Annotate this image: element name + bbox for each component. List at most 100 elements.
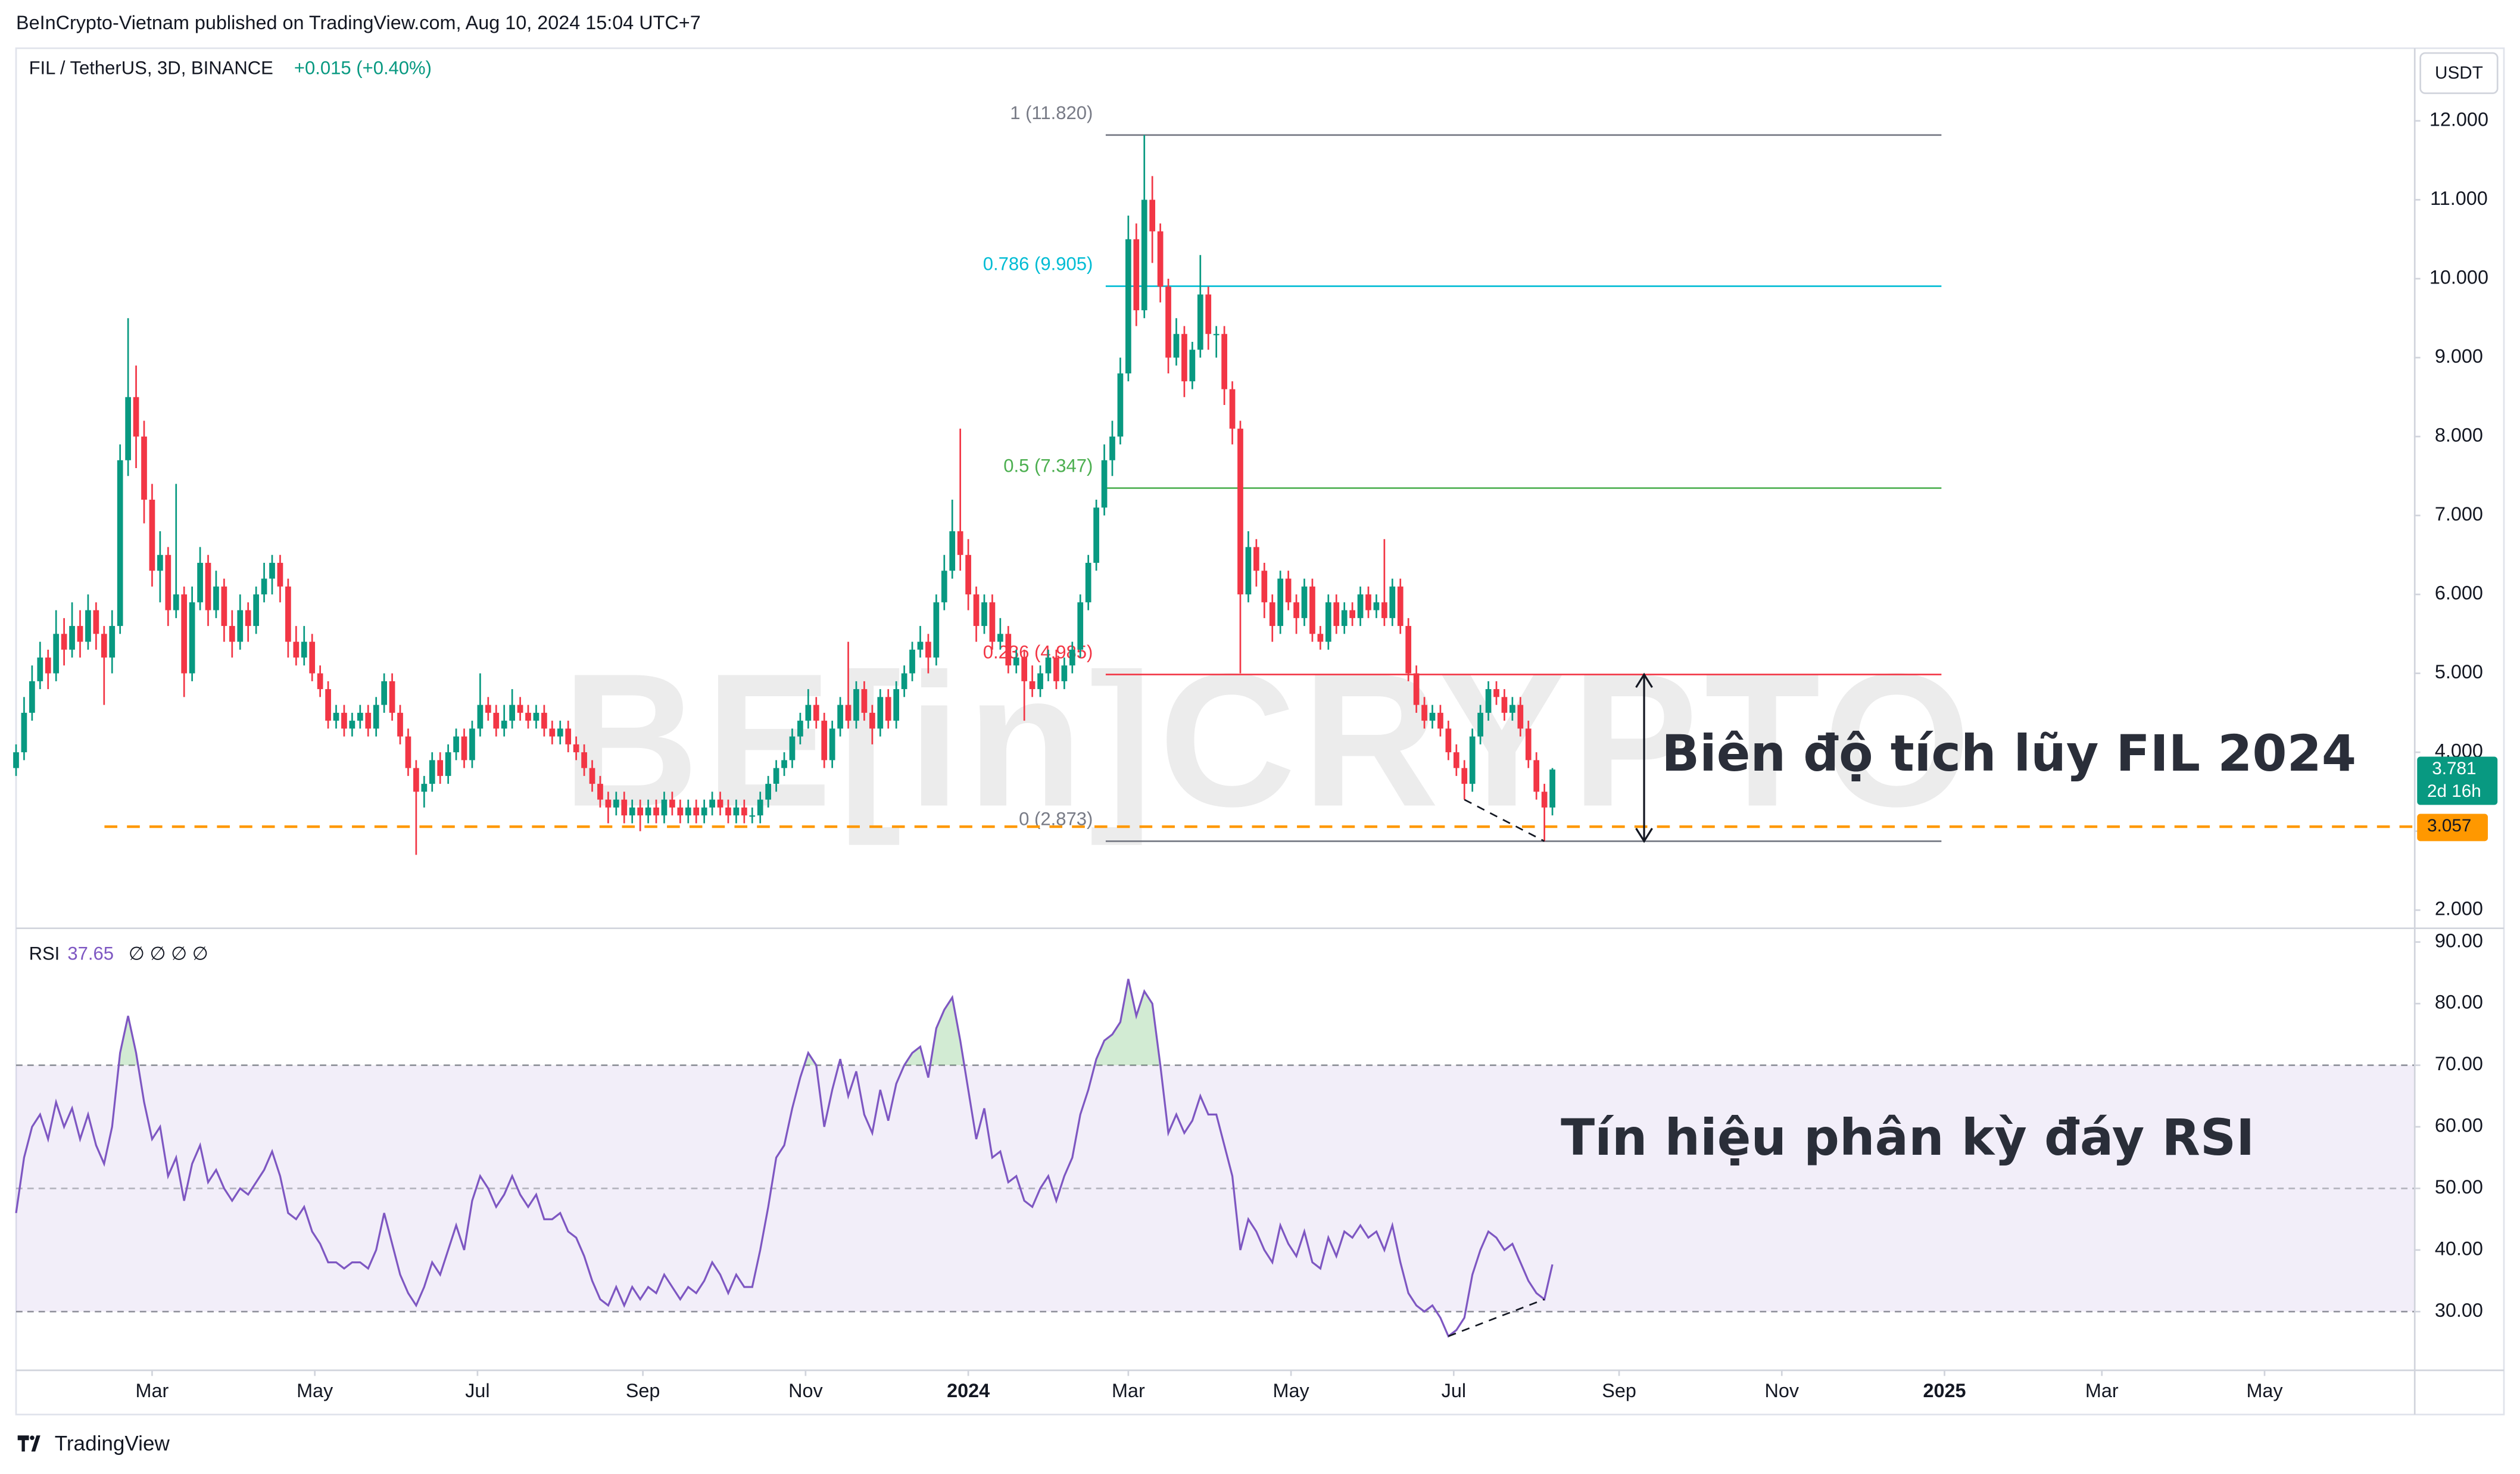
candle-body (725, 807, 731, 816)
candle-body (53, 634, 60, 674)
candle-body (773, 768, 779, 784)
candle-body (1325, 602, 1331, 642)
candle-body (1245, 547, 1252, 595)
candle-body (477, 705, 484, 729)
candle-body (973, 594, 980, 627)
candle-body (1261, 571, 1268, 603)
logo-dot (30, 1435, 35, 1441)
candle-body (1549, 769, 1555, 808)
candle-body (1181, 334, 1187, 382)
candle-body (1101, 460, 1108, 508)
candle-body (733, 807, 740, 816)
footer-brand: TradingView (55, 1432, 170, 1456)
candle-body (117, 460, 123, 627)
candle-body (1005, 634, 1012, 666)
candle-body (1453, 752, 1459, 768)
candle-body (1165, 286, 1171, 358)
candle-body (893, 689, 900, 721)
currency-box[interactable] (2419, 52, 2499, 94)
candle-body (1085, 563, 1091, 603)
candle-body (541, 712, 547, 729)
candle-body (1517, 705, 1524, 729)
candle-body (1309, 586, 1315, 634)
divergence-line (1464, 799, 1545, 842)
candle-body (229, 626, 235, 642)
candle-body (85, 610, 91, 642)
candle-body (605, 799, 612, 808)
candle-body (813, 705, 819, 721)
candle-body (637, 807, 644, 816)
last-price-box (2417, 756, 2498, 805)
currency: USDT (2435, 63, 2483, 83)
candle-body (589, 768, 595, 784)
candle-body (205, 563, 211, 610)
candle-body (445, 752, 451, 776)
candle-body (933, 602, 940, 658)
candle-body (677, 807, 684, 816)
candle-body (693, 807, 700, 816)
candle-body (509, 705, 515, 721)
rsi-line (15, 978, 1554, 1338)
candle-body (1445, 728, 1452, 753)
x-tick-label: 2025 (1923, 1380, 1966, 1401)
candle-body (1341, 610, 1348, 627)
candle-body (245, 610, 251, 627)
candle-body (1509, 705, 1515, 713)
candle-body (133, 397, 139, 437)
y-tick-label: 6.000 (2435, 582, 2483, 604)
candle-body (917, 641, 924, 650)
candle-body (37, 657, 43, 681)
candle-body (341, 712, 347, 729)
x-tick-label: Sep (626, 1380, 660, 1401)
arrow-head (1635, 672, 1653, 688)
candle-body (1501, 697, 1508, 713)
candle-body (181, 594, 188, 674)
candle-body (325, 689, 331, 721)
candle-body (1061, 665, 1068, 681)
arrow-head (1635, 828, 1653, 843)
candle-body (1189, 350, 1196, 382)
candle-body (1285, 578, 1292, 603)
countdown: 2d 16h (2427, 781, 2481, 801)
fib-label: 0.236 (4.985) (983, 642, 1093, 663)
y-tick-label: 5.000 (2435, 661, 2483, 683)
candle-body (253, 594, 259, 627)
candle-body (1469, 736, 1476, 784)
candle-body (277, 563, 283, 587)
candle-body (1381, 602, 1387, 618)
watermark: BE[in]CRYPTO (562, 635, 1971, 847)
candle-body (149, 500, 155, 571)
candle-body (1021, 657, 1028, 681)
logo-mark (17, 1435, 40, 1452)
candle-body (405, 736, 411, 768)
candle-body (1221, 334, 1227, 389)
candle-body (1237, 428, 1243, 595)
rsi-title[interactable]: RSI (29, 943, 60, 964)
candle-body (389, 681, 395, 713)
candle-body (789, 736, 796, 761)
candle-body (949, 531, 956, 571)
candle-body (1253, 547, 1259, 571)
candle-body (1317, 634, 1324, 642)
candle-body (333, 712, 339, 721)
candle-body (261, 578, 267, 595)
candle-body (1229, 389, 1236, 429)
candle-body (101, 634, 107, 658)
x-tick-label: Mar (136, 1380, 169, 1401)
candle-body (1269, 602, 1275, 627)
candle-body (869, 712, 875, 729)
candle-body (69, 626, 75, 650)
y-tick-label: 10.000 (2429, 267, 2488, 288)
symbol-title[interactable]: FIL / TetherUS, 3D, BINANCE (29, 57, 273, 78)
y-tick-label: 40.00 (2435, 1238, 2483, 1259)
y-tick-label: 90.00 (2435, 930, 2483, 951)
candle-body (717, 799, 723, 808)
candle-body (285, 586, 291, 642)
divergence-line (1448, 1298, 1545, 1337)
candle-body (765, 784, 772, 800)
price-change: +0.015 (+0.40%) (294, 57, 432, 78)
y-tick-label: 30.00 (2435, 1300, 2483, 1321)
x-tick-label: Nov (1764, 1380, 1799, 1401)
